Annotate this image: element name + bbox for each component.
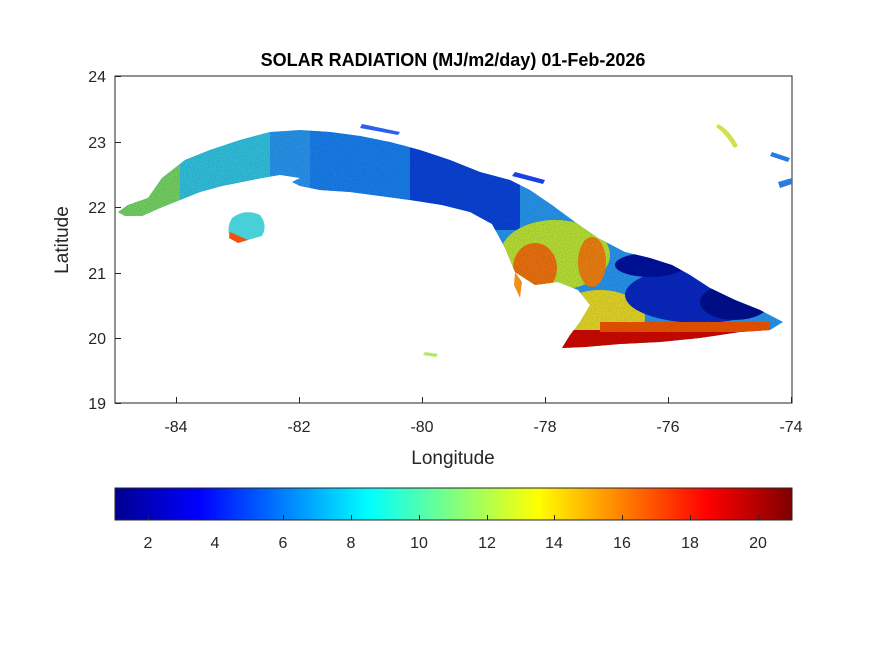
x-axis-label: Longitude xyxy=(411,448,494,469)
x-tick-label: -74 xyxy=(779,419,802,436)
colorbar-tick-label: 4 xyxy=(211,535,220,552)
x-tick-label: -82 xyxy=(287,419,310,436)
x-tick-label: -84 xyxy=(164,419,187,436)
map-title: SOLAR RADIATION (MJ/m2/day) 01-Feb-2026 xyxy=(261,50,646,70)
colorbar: 2 4 6 8 10 12 14 16 18 20 xyxy=(114,487,793,552)
y-tick-label: 22 xyxy=(88,200,106,217)
x-tick-label: -80 xyxy=(410,419,433,436)
y-tick-label: 21 xyxy=(88,266,106,283)
colorbar-tick-label: 14 xyxy=(545,535,563,552)
y-axis: 19 20 21 22 23 24 Latitude xyxy=(52,69,121,413)
y-tick-label: 20 xyxy=(88,331,106,348)
y-tick-label: 19 xyxy=(88,396,106,413)
colorbar-tick-label: 8 xyxy=(347,535,356,552)
colorbar-tick-label: 20 xyxy=(749,535,767,552)
plot-axes: -84 -82 -80 -78 -76 -74 Longitude 19 20 … xyxy=(52,69,803,469)
colorbar-tick-label: 18 xyxy=(681,535,699,552)
colorbar-tick-label: 12 xyxy=(478,535,496,552)
y-tick-label: 24 xyxy=(88,69,106,86)
y-axis-label: Latitude xyxy=(52,206,73,274)
colorbar-tick-label: 16 xyxy=(613,535,631,552)
colorbar-tick-label: 6 xyxy=(279,535,288,552)
offshore-keys xyxy=(360,124,792,357)
y-tick-label: 23 xyxy=(88,135,106,152)
x-tick-label: -78 xyxy=(533,419,556,436)
colorbar-gradient xyxy=(114,487,793,521)
colorbar-tick-label: 10 xyxy=(410,535,428,552)
x-tick-label: -76 xyxy=(656,419,679,436)
colorbar-tick-label: 2 xyxy=(144,535,153,552)
plot-area xyxy=(114,75,793,404)
x-axis: -84 -82 -80 -78 -76 -74 Longitude xyxy=(164,397,803,469)
isla-de-la-juventud xyxy=(228,212,265,243)
